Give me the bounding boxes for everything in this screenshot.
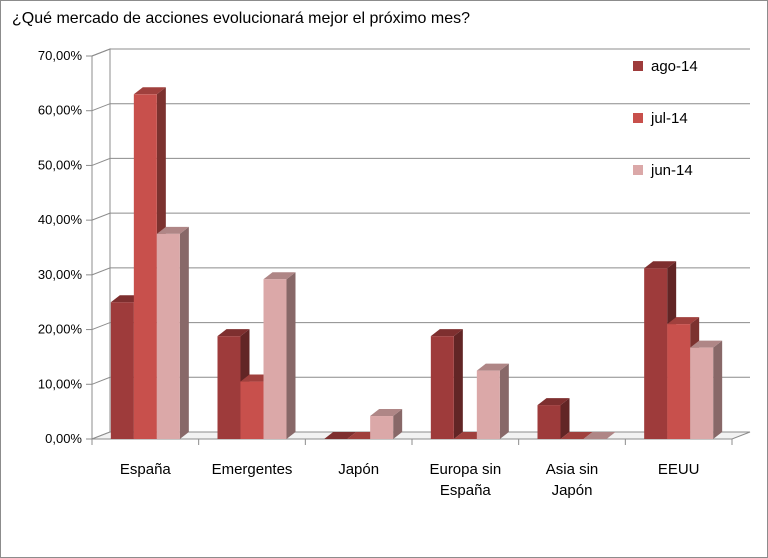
bar-top — [560, 432, 593, 439]
gridline — [91, 212, 750, 221]
x-tick-label: Emergentes — [212, 461, 293, 478]
bar — [537, 405, 561, 439]
bar — [370, 416, 394, 439]
y-tick-label: 70,00% — [38, 48, 83, 63]
bar — [690, 347, 714, 439]
x-tick-label: Europa sin — [429, 461, 501, 478]
y-tick-label: 30,00% — [38, 267, 83, 282]
gridline — [91, 267, 750, 276]
x-tick-label: Asia sin — [546, 461, 599, 478]
bar-side — [179, 226, 189, 439]
bar-top — [690, 340, 723, 348]
x-tick-label: Japón — [552, 482, 593, 499]
legend-label: jun-14 — [650, 162, 693, 179]
x-tick-label: España — [120, 461, 172, 478]
bar-top — [537, 398, 570, 406]
y-tick-label: 20,00% — [38, 322, 83, 337]
bar — [476, 370, 500, 439]
legend-swatch — [633, 61, 643, 71]
bar-side — [499, 363, 509, 439]
y-tick-label: 50,00% — [38, 157, 83, 172]
bar-top — [667, 317, 700, 325]
y-tick-label: 0,00% — [45, 431, 82, 446]
gridline — [91, 157, 750, 166]
bar-side — [560, 398, 570, 439]
gridline — [91, 48, 750, 57]
bar — [156, 233, 180, 439]
bar-side — [393, 409, 403, 439]
bar-top — [133, 87, 166, 95]
bar-top — [583, 432, 616, 439]
bar — [110, 302, 134, 439]
legend-swatch — [633, 165, 643, 175]
bar-top — [430, 329, 463, 337]
chart-title: ¿Qué mercado de acciones evolucionará me… — [12, 10, 470, 27]
y-tick-label: 40,00% — [38, 212, 83, 227]
x-tick-label: España — [440, 482, 492, 499]
bar-top — [644, 261, 677, 269]
y-tick-label: 60,00% — [38, 103, 83, 118]
bar-top — [217, 329, 250, 337]
bar — [430, 336, 454, 439]
bar-top — [263, 272, 296, 280]
bar — [667, 324, 691, 439]
y-tick-label: 10,00% — [38, 376, 83, 391]
bar — [240, 381, 264, 439]
bar-top — [476, 363, 509, 371]
bar-top — [324, 432, 357, 439]
bar — [133, 94, 157, 440]
bar-side — [453, 329, 463, 439]
legend-label: ago-14 — [651, 58, 698, 75]
x-tick-label: EEUU — [658, 461, 700, 478]
x-tick-label: Japón — [338, 461, 379, 478]
bar-top — [156, 226, 189, 234]
gridline — [91, 322, 750, 331]
bar — [263, 279, 287, 439]
gridline — [91, 376, 750, 385]
legend-label: jul-14 — [650, 110, 688, 127]
bar-side — [713, 340, 723, 439]
gridline — [91, 103, 750, 112]
bar — [644, 268, 668, 439]
bar — [217, 336, 241, 439]
bar-side — [286, 272, 296, 439]
legend-swatch — [633, 113, 643, 123]
bar-top — [370, 409, 403, 417]
